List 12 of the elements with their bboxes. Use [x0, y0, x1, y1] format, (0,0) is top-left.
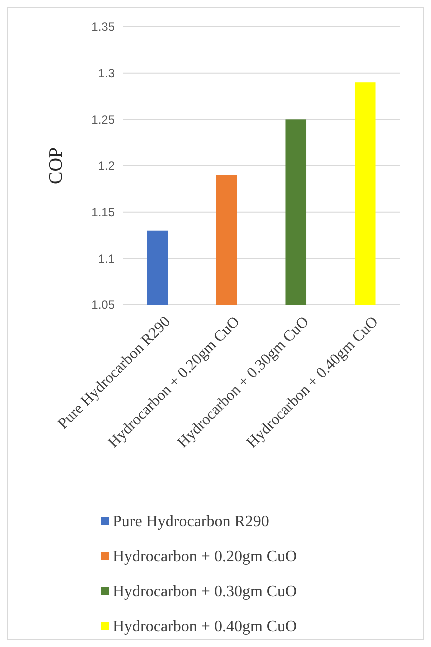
- y-tick-label: 1.05: [92, 298, 116, 312]
- y-tick-label: 1.1: [98, 252, 116, 266]
- y-axis-title: COP: [46, 148, 67, 184]
- y-tick-label: 1.15: [92, 206, 116, 220]
- legend-label: Pure Hydrocarbon R290: [113, 514, 270, 531]
- legend-label: Hydrocarbon + 0.30gm CuO: [113, 584, 298, 601]
- y-tick-label: 1.2: [98, 159, 116, 174]
- y-tick-label: 1.35: [92, 20, 116, 34]
- legend-label: Hydrocarbon + 0.40gm CuO: [113, 618, 298, 636]
- y-tick-label: 1.3: [98, 66, 116, 81]
- y-tick-label: 1.25: [92, 112, 116, 127]
- legend-label: Hydrocarbon + 0.20gm CuO: [113, 548, 298, 566]
